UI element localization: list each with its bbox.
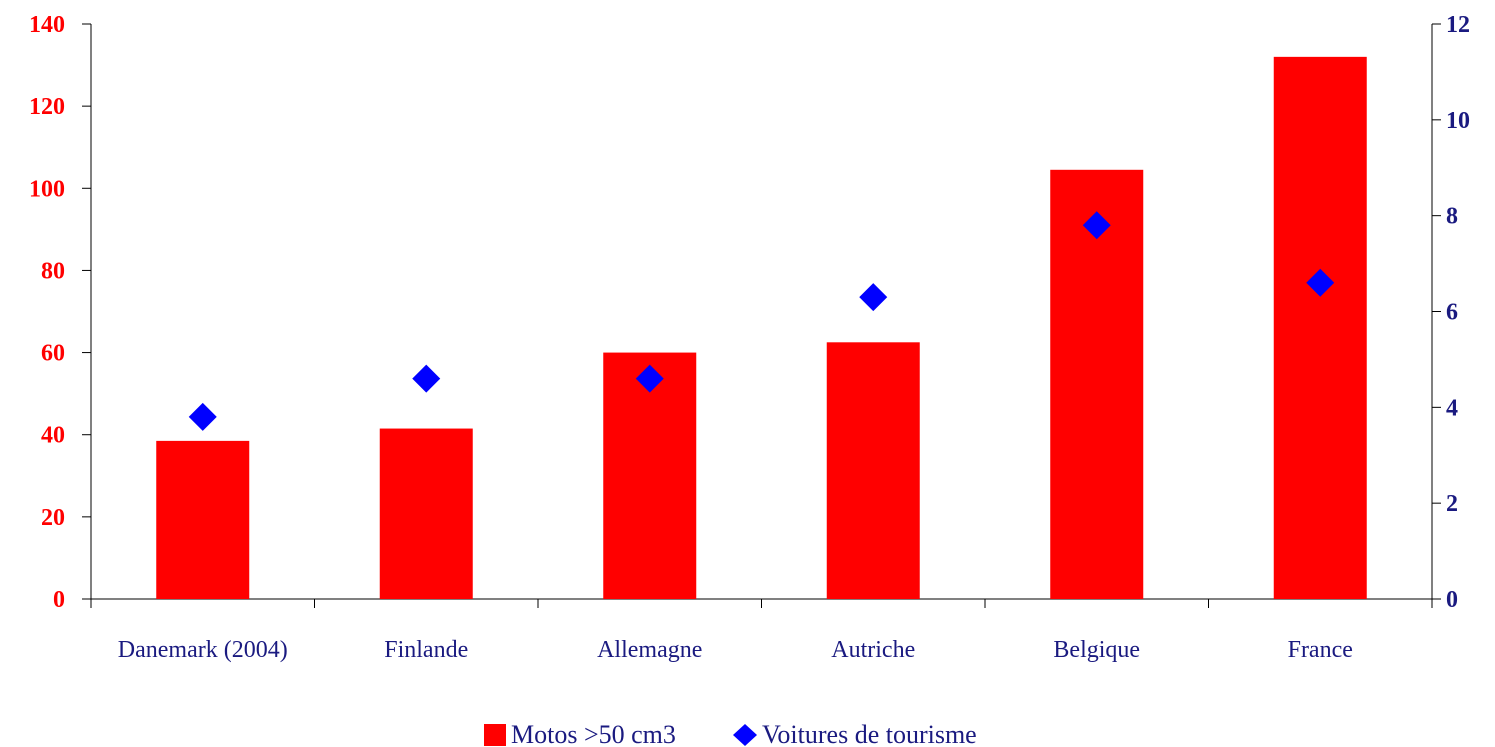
left-tick-label: 120 xyxy=(29,94,65,120)
legend-point-label: Voitures de tourisme xyxy=(762,720,977,747)
category-label: Belgique xyxy=(1053,637,1140,663)
point xyxy=(635,364,664,393)
bar xyxy=(826,342,920,599)
point xyxy=(1082,211,1111,240)
right-tick-label: 0 xyxy=(1446,587,1458,613)
category-label: France xyxy=(1288,637,1353,663)
left-tick-label: 100 xyxy=(29,176,65,202)
legend-bar-label: Motos >50 cm3 xyxy=(511,720,676,747)
right-axis-ticks: 0 2 4 6 8 10 12 xyxy=(1446,12,1470,613)
right-tick-label: 6 xyxy=(1446,300,1458,326)
right-tick-label: 2 xyxy=(1446,491,1458,517)
point xyxy=(859,283,888,312)
bar xyxy=(1273,56,1367,600)
right-tick-label: 4 xyxy=(1446,395,1458,421)
left-tick-label: 0 xyxy=(53,587,65,613)
point xyxy=(412,364,441,393)
right-tick-label: 8 xyxy=(1446,204,1458,230)
axes xyxy=(82,23,1441,608)
category-labels: Danemark (2004) Finlande Allemagne Autriche… xyxy=(118,637,1353,663)
bar-series xyxy=(156,56,1367,600)
left-axis-ticks: 0 20 40 60 80 100 120 140 xyxy=(29,12,65,613)
category-label: Danemark (2004) xyxy=(118,637,288,663)
point xyxy=(188,402,217,431)
bar xyxy=(379,428,473,599)
category-label: Allemagne xyxy=(597,637,702,663)
left-tick-label: 140 xyxy=(29,12,65,38)
left-tick-label: 40 xyxy=(41,423,65,449)
right-tick-label: 12 xyxy=(1446,12,1470,38)
category-label: Finlande xyxy=(384,637,468,663)
scatter-series xyxy=(188,211,1335,431)
right-tick-label: 10 xyxy=(1446,108,1470,134)
legend-bar-swatch xyxy=(484,724,506,746)
left-tick-label: 20 xyxy=(41,505,65,531)
point xyxy=(1306,268,1335,297)
legend-point-swatch xyxy=(733,724,757,746)
category-label: Autriche xyxy=(831,637,915,663)
left-tick-label: 60 xyxy=(41,341,65,367)
left-tick-label: 80 xyxy=(41,258,65,284)
bar xyxy=(603,352,697,599)
legend: Motos >50 cm3 Voitures de tourisme xyxy=(484,720,977,747)
bar xyxy=(1050,169,1144,599)
bar xyxy=(156,440,250,599)
